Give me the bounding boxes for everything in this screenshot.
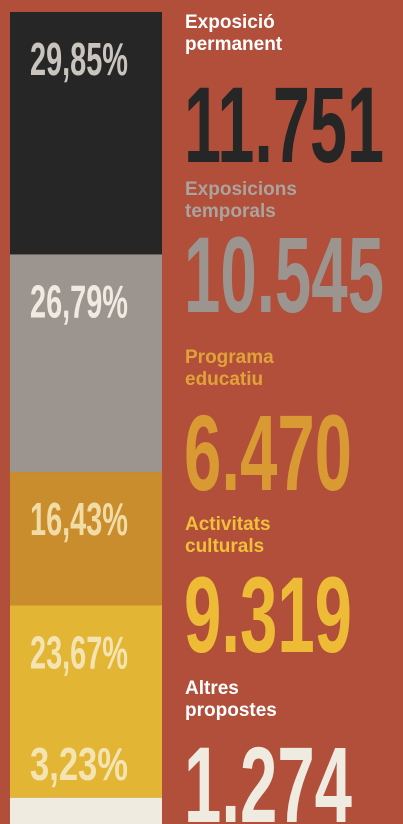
percent-label: 29,85% [30, 33, 128, 85]
percent-label: 16,43% [30, 493, 128, 545]
category-name: Programa educatiu [185, 347, 279, 390]
category-name: Exposició permanent [185, 12, 283, 55]
percent-label: 26,79% [30, 275, 128, 327]
count: 10.545 [184, 214, 384, 335]
segment [10, 254, 162, 473]
count: 1.274 [184, 724, 352, 824]
segment [10, 12, 162, 255]
segment [10, 605, 162, 798]
count: 9.319 [184, 554, 352, 675]
category-name: Activitats culturals [185, 514, 276, 557]
percent-label: 23,67% [30, 627, 128, 679]
count: 6.470 [184, 392, 352, 513]
count: 11.751 [184, 64, 384, 185]
segment [10, 797, 162, 824]
segment [10, 472, 162, 606]
percent-label: 3,23% [30, 738, 128, 790]
category-name: Altres propostes [185, 678, 277, 721]
category-name: Exposicions temporals [185, 179, 302, 222]
